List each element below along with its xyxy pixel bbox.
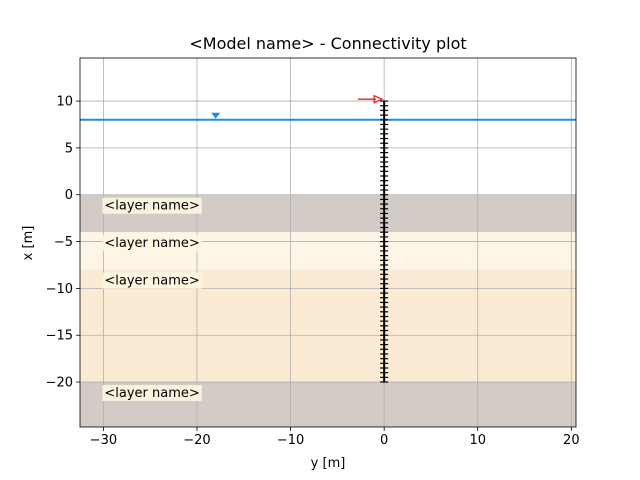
- x-tick-label: −20: [183, 433, 210, 448]
- x-tick-label: 10: [469, 433, 486, 448]
- water-level-marker-icon: [211, 112, 221, 119]
- y-axis-label: x [m]: [21, 226, 36, 261]
- chart-title: <Model name> - Connectivity plot: [189, 34, 466, 53]
- y-tick-label: −10: [46, 282, 73, 297]
- x-axis-ticks: −30 −20 −10 0 10 20: [90, 427, 580, 448]
- x-tick-label: −30: [90, 433, 117, 448]
- layer-labels: <layer name> <layer name> <layer name> <lay…: [102, 197, 202, 402]
- y-tick-label: −20: [46, 376, 73, 391]
- layer-label-background: [102, 272, 202, 289]
- layer-label: <layer name>: [104, 236, 199, 251]
- layer-label-background: [102, 197, 202, 214]
- layer-label: <layer name>: [104, 274, 199, 289]
- y-tick-label: 0: [65, 188, 73, 203]
- water-level: [80, 112, 576, 121]
- y-tick-label: −5: [54, 235, 73, 250]
- layer-label-background: [102, 385, 202, 402]
- y-tick-label: −15: [46, 329, 73, 344]
- load-arrow: [357, 94, 384, 104]
- x-tick-label: 0: [380, 433, 388, 448]
- y-tick-label: 5: [65, 141, 73, 156]
- y-axis-ticks: −20 −15 −10 −5 0 5 10: [46, 95, 80, 391]
- x-tick-label: 20: [563, 433, 580, 448]
- x-axis-label: y [m]: [311, 456, 346, 471]
- pile: [380, 100, 389, 383]
- load-arrow-head-icon: [373, 94, 384, 104]
- layer-label: <layer name>: [104, 386, 199, 401]
- axes-frame: [79, 57, 577, 428]
- x-tick-label: −10: [277, 433, 304, 448]
- layer-label: <layer name>: [104, 199, 199, 214]
- y-tick-label: 10: [56, 95, 73, 110]
- layer-label-background: [102, 235, 202, 252]
